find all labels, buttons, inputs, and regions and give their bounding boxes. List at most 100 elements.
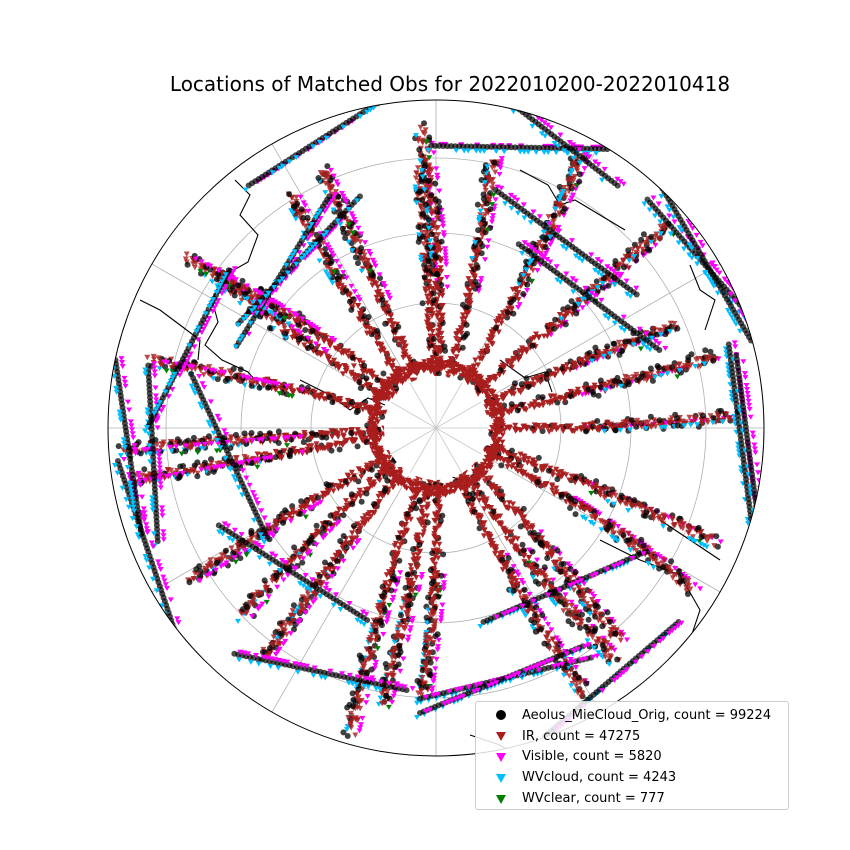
- ir-point: [532, 463, 539, 470]
- ir-point: [597, 518, 604, 524]
- mie-point: [422, 683, 429, 690]
- ir-point: [631, 421, 638, 428]
- ir-point: [705, 534, 712, 541]
- mie-point: [490, 508, 497, 515]
- mie-point: [320, 525, 327, 532]
- wvcloud-point: [694, 422, 701, 428]
- mie-point: [272, 454, 279, 461]
- mie-point: [358, 669, 365, 676]
- mie-point: [463, 321, 470, 328]
- visible-point: [545, 621, 552, 627]
- ir-point: [595, 639, 602, 645]
- ir-point: [650, 551, 657, 557]
- mie-point: [349, 703, 356, 710]
- ir-point: [567, 612, 574, 619]
- mie-point: [609, 486, 616, 493]
- mie-point: [544, 555, 551, 562]
- ir-point: [558, 473, 565, 479]
- mie-point: [505, 555, 512, 562]
- ir-point: [562, 573, 569, 579]
- ir-point: [650, 516, 657, 522]
- mie-point: [593, 478, 600, 485]
- mie-point: [339, 225, 346, 232]
- mie-point: [239, 277, 246, 284]
- ir-point: [592, 484, 599, 490]
- ir-point: [623, 425, 630, 431]
- ir-point: [520, 457, 527, 463]
- ir-point: [723, 411, 730, 418]
- visible-point: [692, 582, 699, 588]
- mie-point: [421, 120, 428, 127]
- wvcloud-point: [689, 537, 696, 543]
- mie-point: [266, 324, 273, 331]
- mie-point: [313, 522, 320, 529]
- mie-point: [441, 343, 448, 350]
- wvcloud-point: [642, 426, 649, 432]
- mie-point: [355, 407, 362, 414]
- mie-point: [529, 548, 536, 555]
- mie-point: [374, 376, 381, 383]
- wvclear-point: [163, 368, 170, 374]
- ir-point: [523, 426, 530, 432]
- wvcloud-point: [530, 575, 537, 581]
- ir-point: [522, 521, 529, 527]
- ir-point: [560, 596, 567, 602]
- mie-point: [309, 430, 316, 437]
- mie-point: [232, 373, 239, 380]
- mie-point: [316, 573, 323, 580]
- mie-point: [499, 556, 506, 563]
- wvcloud-point: [316, 258, 323, 264]
- mie-point: [349, 501, 356, 508]
- visible-point: [350, 545, 357, 551]
- ir-point: [525, 555, 532, 561]
- mie-point: [326, 520, 333, 527]
- mie-point: [397, 612, 404, 619]
- mie-point: [656, 417, 663, 424]
- ir-point: [605, 647, 612, 654]
- ir-point: [703, 417, 710, 424]
- ir-point: [608, 645, 615, 652]
- ir-point: [516, 427, 523, 433]
- ir-point: [503, 565, 510, 571]
- ir-point: [482, 478, 489, 484]
- mie-point: [520, 547, 527, 554]
- mie-point: [558, 491, 565, 498]
- visible-point: [717, 539, 724, 545]
- mie-point: [539, 612, 546, 619]
- ir-point: [439, 293, 446, 299]
- ir-point: [661, 557, 668, 563]
- ir-point: [608, 421, 615, 428]
- ir-point: [504, 460, 511, 466]
- mie-point: [541, 564, 548, 571]
- visible-point: [615, 524, 622, 530]
- ir-point: [492, 516, 499, 522]
- wvcloud-point: [579, 601, 586, 607]
- mie-point: [498, 462, 505, 469]
- mie-point: [340, 512, 347, 519]
- ir-point: [602, 654, 609, 660]
- mie-point: [358, 656, 365, 663]
- ir-point: [431, 542, 438, 548]
- mie-point: [379, 296, 386, 303]
- mie-point: [327, 260, 334, 267]
- mie-point: [666, 525, 673, 532]
- ir-point: [586, 589, 593, 595]
- ir-point: [545, 578, 552, 584]
- visible-point: [310, 599, 317, 605]
- ir-point: [570, 587, 577, 593]
- visible-point: [351, 289, 358, 295]
- visible-point: [364, 694, 371, 700]
- mie-point: [572, 569, 579, 576]
- wvcloud-point: [719, 419, 726, 425]
- visible-point: [432, 666, 439, 672]
- mie-point: [599, 623, 606, 630]
- ir-point: [521, 469, 528, 476]
- mie-point: [437, 517, 444, 524]
- mie-point: [404, 511, 411, 518]
- ir-point: [548, 427, 555, 433]
- mie-point: [290, 602, 297, 609]
- mie-point: [410, 546, 417, 553]
- ir-point: [715, 414, 722, 420]
- ir-point: [542, 481, 549, 488]
- ir-point: [492, 551, 499, 557]
